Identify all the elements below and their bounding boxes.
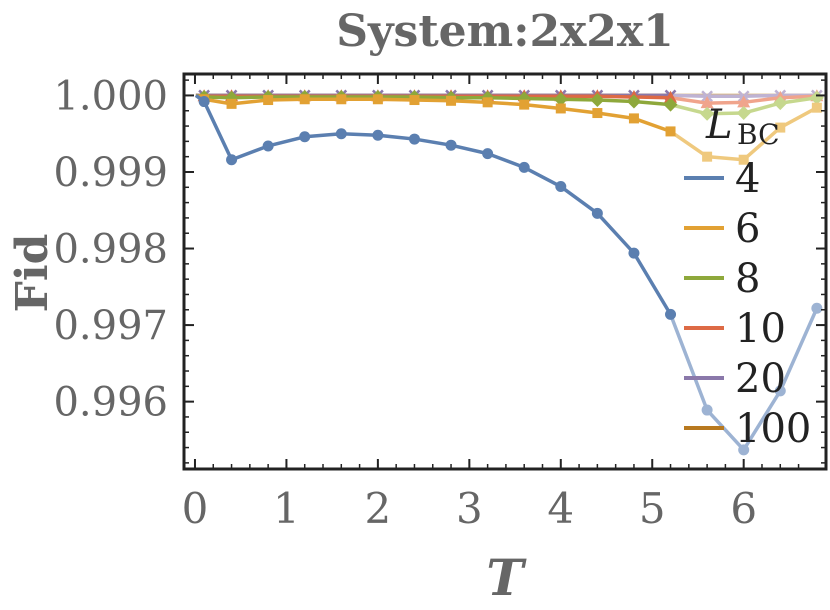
data-point <box>663 97 678 112</box>
legend-item-100: 100 <box>684 406 811 452</box>
legend-item-8: 8 <box>684 256 760 302</box>
data-point <box>774 385 786 397</box>
data-point <box>482 97 493 108</box>
legend-label: 100 <box>735 406 811 452</box>
series-line-4 <box>194 94 673 316</box>
axis-ticks: 0 1 2 3 4 5 6 0.996 0.997 0.998 0.999 1.000 <box>53 73 826 533</box>
data-point <box>738 444 750 456</box>
data-point <box>590 93 605 108</box>
data-point <box>701 404 713 416</box>
legend-label: 4 <box>735 156 760 202</box>
legend-label: 6 <box>735 206 760 252</box>
data-point <box>335 128 347 140</box>
data-point <box>555 181 567 193</box>
y-tick-label: 1.000 <box>53 73 168 119</box>
x-axis-label: T <box>486 548 527 607</box>
data-point <box>664 90 678 103</box>
data-point <box>482 148 494 160</box>
legend-item-4: 4 <box>684 156 760 202</box>
data-point <box>736 106 751 121</box>
data-point <box>446 95 457 106</box>
data-point <box>408 133 420 145</box>
data-point <box>299 131 311 143</box>
data-point <box>262 140 274 152</box>
legend-title: L <box>705 102 733 148</box>
data-point <box>592 108 603 119</box>
data-point <box>519 99 530 110</box>
plot-frame <box>182 72 828 471</box>
x-tick-label: 4 <box>547 484 574 533</box>
data-point <box>809 90 824 105</box>
legend-label: 20 <box>735 356 786 402</box>
data-point <box>372 94 383 105</box>
data-point <box>409 95 420 106</box>
legend-item-6: 6 <box>684 206 760 252</box>
data-point <box>738 154 749 165</box>
x-tick-label: 5 <box>639 484 666 533</box>
x-tick-label: 2 <box>365 484 392 533</box>
plot-area <box>194 89 824 456</box>
data-point <box>336 94 347 105</box>
x-tick-label: 1 <box>273 484 300 533</box>
data-point <box>226 98 237 109</box>
y-tick-label: 0.999 <box>53 150 168 196</box>
data-point <box>628 113 639 124</box>
y-tick-label: 0.997 <box>53 303 168 349</box>
x-tick-label: 6 <box>730 484 757 533</box>
data-point <box>591 207 603 219</box>
data-point <box>626 94 641 109</box>
x-tick-label: 3 <box>456 484 483 533</box>
y-tick-label: 0.998 <box>53 227 168 273</box>
data-point <box>773 96 788 111</box>
data-point <box>775 122 786 133</box>
data-point <box>665 126 676 137</box>
data-point <box>445 139 457 151</box>
x-tick-label: 0 <box>182 484 209 533</box>
data-point <box>700 106 715 121</box>
data-point <box>665 308 677 320</box>
series-6 <box>195 93 822 165</box>
data-point <box>700 96 714 109</box>
data-point <box>811 102 822 113</box>
data-point <box>372 129 384 141</box>
legend-title-subscript: BC <box>737 118 780 151</box>
legend-item-10: 10 <box>684 306 786 352</box>
data-point <box>555 103 566 114</box>
data-point <box>226 154 238 166</box>
data-point <box>737 95 751 108</box>
data-point <box>553 92 568 107</box>
data-point <box>198 96 210 108</box>
data-point <box>811 302 823 314</box>
legend-item-20: 20 <box>684 356 786 402</box>
legend-label: 10 <box>735 306 786 352</box>
series-4 <box>194 94 823 456</box>
y-axis-label: Fid <box>7 234 58 313</box>
data-point <box>702 151 713 162</box>
y-tick-label: 0.996 <box>53 380 168 426</box>
data-point <box>628 247 640 259</box>
legend-label: 8 <box>735 256 760 302</box>
data-point <box>518 161 530 173</box>
data-point <box>263 95 274 106</box>
chart-title: System:2x2x1 <box>336 6 674 57</box>
data-point <box>299 94 310 105</box>
